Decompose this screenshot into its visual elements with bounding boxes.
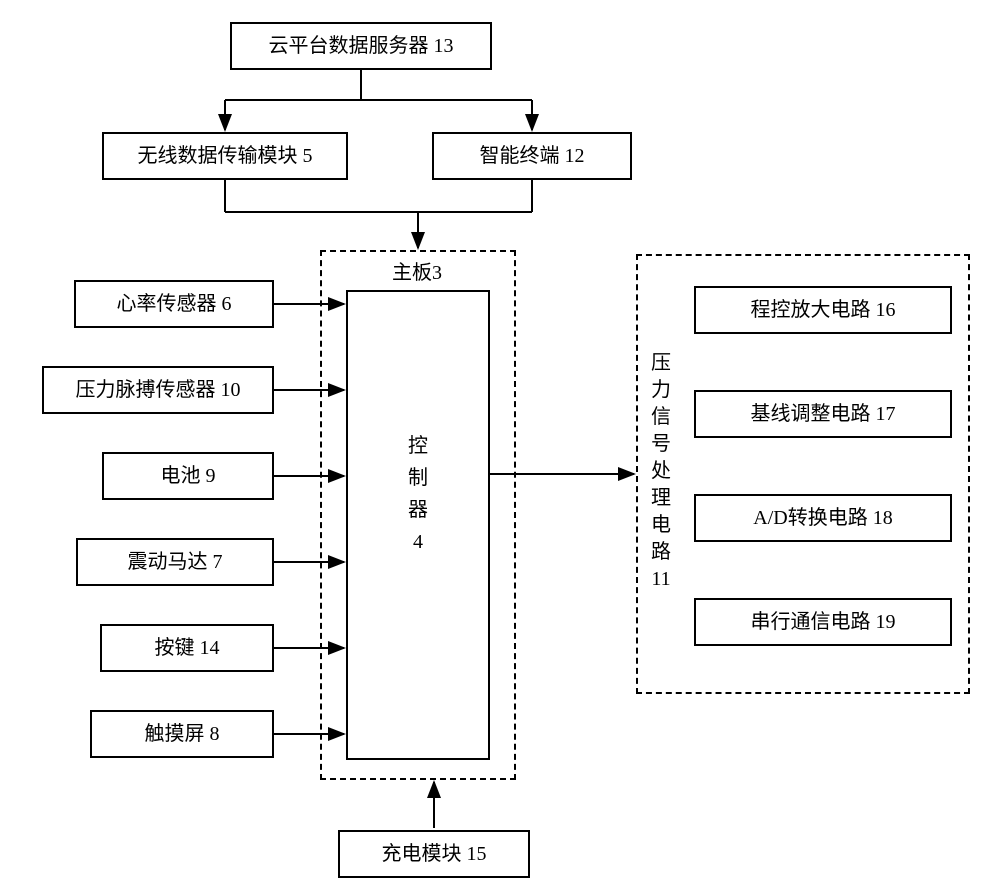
vchar: 4 (413, 531, 423, 553)
vchar: 信 (651, 406, 671, 428)
node-label: 串行通信电路 19 (751, 609, 896, 635)
diagram-canvas: 云平台数据服务器 13 无线数据传输模块 5 智能终端 12 心率传感器 6 压… (0, 0, 1000, 891)
vchar: 处 (651, 460, 671, 482)
vchar: 号 (651, 433, 671, 455)
vchar: 制 (408, 467, 428, 489)
node-baseline-adjust: 基线调整电路 17 (694, 390, 952, 438)
vchar: 器 (408, 499, 428, 521)
node-label: 云平台数据服务器 13 (269, 33, 454, 59)
node-label: 程控放大电路 16 (751, 297, 896, 323)
node-label: 触摸屏 8 (145, 721, 220, 747)
node-signal-processing-label: 压 力 信 号 处 理 电 路 11 (650, 350, 672, 593)
node-touchscreen: 触摸屏 8 (90, 710, 274, 758)
node-vibration-motor: 震动马达 7 (76, 538, 274, 586)
node-serial-comm: 串行通信电路 19 (694, 598, 952, 646)
node-controller-label: 控 制 器 4 (406, 430, 430, 558)
node-heart-rate-sensor: 心率传感器 6 (74, 280, 274, 328)
node-programmable-amp: 程控放大电路 16 (694, 286, 952, 334)
node-charge-module: 充电模块 15 (338, 830, 530, 878)
vchar: 路 (651, 541, 671, 563)
node-battery: 电池 9 (102, 452, 274, 500)
vchar: 力 (651, 379, 671, 401)
node-wireless-module: 无线数据传输模块 5 (102, 132, 348, 180)
node-smart-terminal: 智能终端 12 (432, 132, 632, 180)
node-label: 无线数据传输模块 5 (138, 143, 313, 169)
node-label: 电池 9 (161, 463, 216, 489)
vchar: 控 (408, 435, 428, 457)
node-cloud-server: 云平台数据服务器 13 (230, 22, 492, 70)
node-adc: A/D转换电路 18 (694, 494, 952, 542)
node-label: 智能终端 12 (480, 143, 585, 169)
node-label: 压力脉搏传感器 10 (76, 377, 241, 403)
vchar: 11 (651, 568, 670, 590)
node-label: 充电模块 15 (382, 841, 487, 867)
node-button: 按键 14 (100, 624, 274, 672)
vchar: 压 (651, 352, 671, 374)
node-main-board-label: 主板3 (390, 256, 444, 285)
vchar: 电 (651, 514, 671, 536)
node-label: A/D转换电路 18 (753, 505, 892, 531)
node-label: 心率传感器 6 (117, 291, 232, 317)
node-label: 基线调整电路 17 (751, 401, 896, 427)
node-label: 按键 14 (155, 635, 220, 661)
vchar: 理 (651, 487, 671, 509)
node-label: 震动马达 7 (128, 549, 223, 575)
node-pressure-pulse-sensor: 压力脉搏传感器 10 (42, 366, 274, 414)
